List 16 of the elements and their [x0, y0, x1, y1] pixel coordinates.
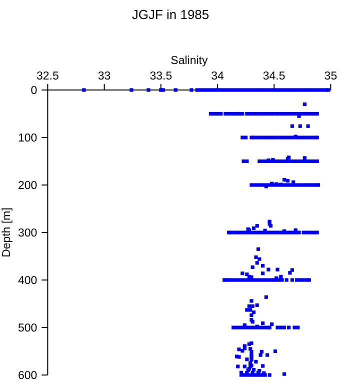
y-tick-label: 600 [18, 370, 38, 382]
x-axis-title: Salinity [170, 55, 208, 67]
y-tick-label: 100 [18, 132, 38, 145]
x-tick-label: 34 [211, 70, 224, 82]
x-tick-label: 33.5 [150, 70, 172, 82]
x-tick-label: 32.5 [36, 70, 59, 82]
x-tick-label: 33 [98, 70, 111, 82]
y-tick-label: 200 [18, 180, 38, 192]
x-tick-label: 34.5 [262, 70, 286, 82]
y-tick-label: 400 [18, 275, 38, 288]
y-tick-label: 0 [30, 85, 38, 98]
chart-title: JGJF in 1985 [132, 7, 210, 22]
y-tick-label: 300 [18, 228, 38, 240]
x-tick-label: 35 [324, 70, 338, 82]
y-tick-label: 500 [18, 322, 38, 335]
y-axis-title: Depth [m] [1, 208, 13, 258]
